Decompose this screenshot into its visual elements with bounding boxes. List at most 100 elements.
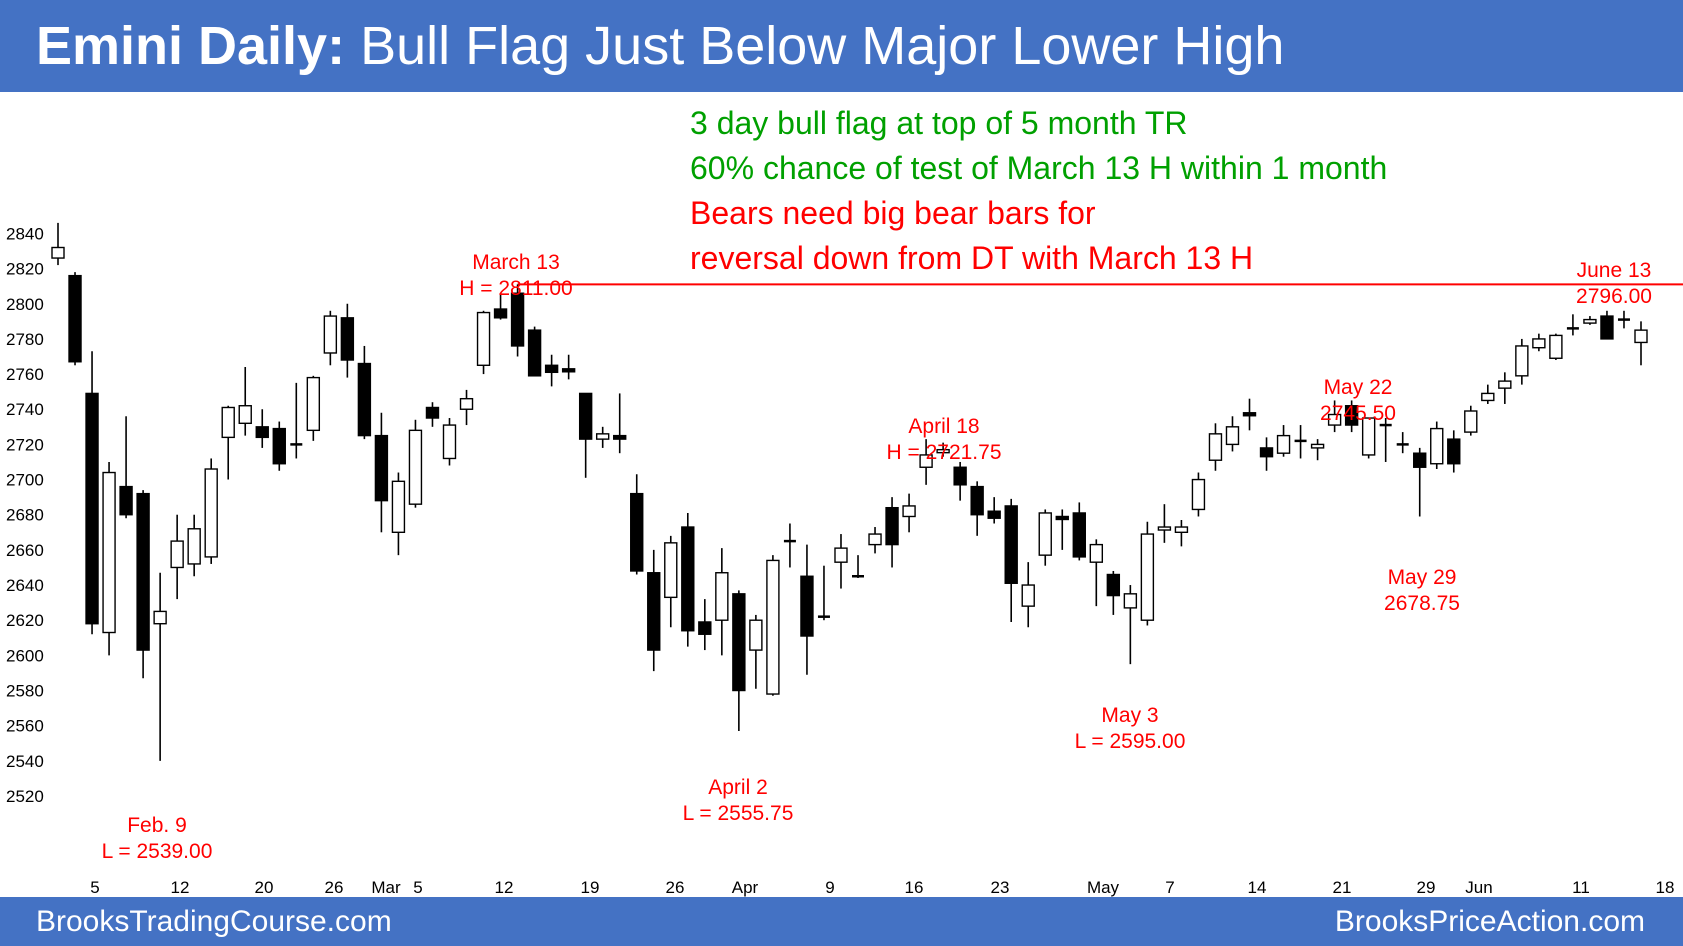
price-label-line2: 2745.50 [1320,402,1396,425]
candle [953,461,967,501]
candle [408,419,423,508]
candle-body [1498,380,1512,389]
y-tick-label: 2540 [6,752,44,771]
candle-body [51,246,65,259]
price-label-line2: H = 2811.00 [459,277,572,300]
x-tick-label: 5 [90,878,99,897]
candle-body [102,471,116,634]
commentary-line: Bears need big bear bars for [690,195,1096,231]
candle [374,412,389,533]
candle [493,293,508,320]
candle [527,326,542,377]
candle [732,590,746,731]
x-tick-label: 19 [581,878,600,897]
x-tick-label: 12 [495,878,514,897]
candle [1447,430,1461,473]
x-tick-label: 29 [1417,878,1436,897]
y-tick-label: 2760 [6,365,44,384]
candle-body [578,392,593,440]
y-tick-label: 2600 [6,646,44,665]
candle [391,472,406,556]
candle [817,565,830,621]
title-rest: Bull Flag Just Below Major Lower High [345,16,1285,76]
candle-body [1055,515,1069,521]
candle-body [1600,315,1614,340]
price-label-line1: April 18 [908,415,979,438]
candle-body [1242,412,1257,417]
page-title: Emini Daily: Bull Flag Just Below Major … [36,14,1284,78]
candle [834,534,848,589]
candle [902,493,916,533]
candle-body [1413,452,1427,468]
price-label: May 3 L = 2595.00 [1075,704,1186,753]
candle [1021,562,1035,628]
candle-body [374,434,389,502]
candles [51,222,1648,761]
candle [290,382,303,459]
x-tick-label: 11 [1572,878,1590,897]
candle-body [119,485,133,516]
candle [1055,509,1069,550]
candle-body [1344,405,1359,426]
candle-body [153,610,167,625]
candle-body [647,572,661,651]
candle [510,284,525,357]
footer-right-link[interactable]: BrooksPriceAction.com [1334,905,1645,938]
price-label-line2: L = 2595.00 [1075,730,1186,753]
candle [1310,439,1325,461]
candle-body [1038,512,1052,556]
candle-body [1191,478,1206,511]
candle-body [1140,533,1155,621]
price-label-line2: 2678.75 [1384,592,1460,615]
candle [1038,509,1052,566]
candle-body [1583,318,1597,324]
y-tick-label: 2720 [6,435,44,454]
candle-body [68,274,82,363]
candle-body [357,362,372,437]
title-bold: Emini Daily: [36,16,346,76]
price-labels: March 13 H = 2811.00 June 13 2796.00 May 22 2… [102,251,1652,863]
x-tick-label: 21 [1333,878,1352,897]
x-tick-label: Jun [1465,878,1492,897]
candle [1123,585,1138,665]
candle [1344,400,1359,433]
candle [1634,321,1648,366]
candle-body [1532,338,1546,349]
candle [1396,432,1409,454]
candle-body [698,621,712,635]
candle [68,272,82,366]
candle [1413,447,1427,517]
candle-body [1481,392,1495,402]
candle-body [1123,593,1138,609]
candle [187,514,201,577]
candle [1515,338,1529,385]
price-label: May 29 2678.75 [1384,566,1460,615]
candle [1566,314,1579,336]
candle-body [272,427,286,465]
candle [1327,400,1342,433]
candle [664,535,678,628]
x-tick-label: 9 [825,878,834,897]
candle [1361,417,1376,459]
candle [630,474,644,575]
candle-body [1106,573,1121,597]
candle-body [970,485,984,516]
candle [51,222,65,266]
title-banner: Emini Daily: Bull Flag Just Below Major … [0,0,1683,92]
candle-body [493,308,508,319]
candle-body [613,434,627,440]
candle-body [255,426,269,439]
candle-body [85,392,99,625]
price-label-line1: May 22 [1324,376,1393,399]
footer-left-link[interactable]: BrooksTradingCourse.com [36,905,392,938]
candle [919,439,933,485]
candle [170,514,184,600]
candle [1089,539,1104,607]
candle-body [1327,413,1342,426]
candle [613,393,627,454]
candle-body [1208,433,1223,461]
candle-body [1310,443,1325,449]
candle [323,310,338,366]
candle-body [1464,410,1478,433]
candle-body [936,448,950,454]
